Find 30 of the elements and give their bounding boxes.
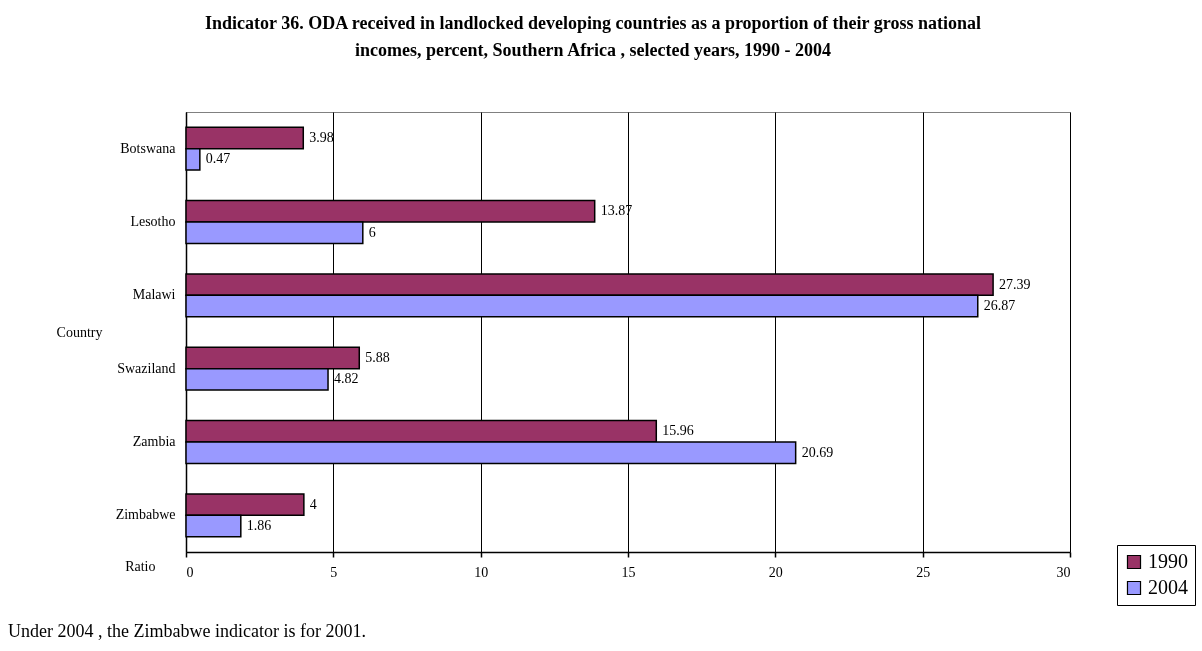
data-label: 20.69 xyxy=(801,444,834,460)
x-tick-label: 5 xyxy=(330,564,338,580)
y-tick-label: Botswana xyxy=(120,140,177,156)
data-label: 15.96 xyxy=(662,423,694,439)
data-label: 6 xyxy=(368,224,376,240)
data-label: 0.47 xyxy=(205,151,231,167)
y-axis-title: Country xyxy=(56,324,103,340)
data-label: 5.88 xyxy=(365,349,390,365)
data-label: 3.98 xyxy=(309,129,334,145)
legend-label: 1990 xyxy=(1148,550,1188,572)
y-tick-label: Lesotho xyxy=(130,214,176,229)
text: Under 2004 , the Zimbabwe indicator is for 2001. xyxy=(8,621,366,641)
x-tick-label: 0 xyxy=(186,564,194,580)
data-label: 1.86 xyxy=(246,518,272,534)
y-tick-label: Swaziland xyxy=(117,360,176,376)
data-label: 26.87 xyxy=(983,298,1016,314)
data-label: 27.39 xyxy=(999,276,1031,292)
y-tick-label: Zambia xyxy=(132,434,177,449)
chart-title: Indicator 36. ODA received in landlocked developing countries as a proportion of their gross national incomes, percent, Southern Africa , selected years, 1990 - 2004 xyxy=(205,13,981,60)
x-tick-label: 20 xyxy=(768,564,783,580)
x-tick-label: 10 xyxy=(474,564,489,580)
legend-label: 2004 xyxy=(1148,576,1188,598)
x-tick-label: 25 xyxy=(916,564,931,580)
data-label: 4.82 xyxy=(334,371,359,387)
y-tick-label: Zimbabwe xyxy=(115,507,176,523)
x-tick-label: 30 xyxy=(1056,564,1071,580)
data-label: 4 xyxy=(309,496,317,512)
x-tick-label: 15 xyxy=(621,564,636,580)
x-axis-title: Ratio xyxy=(125,558,156,574)
y-tick-label: Malawi xyxy=(132,287,176,303)
